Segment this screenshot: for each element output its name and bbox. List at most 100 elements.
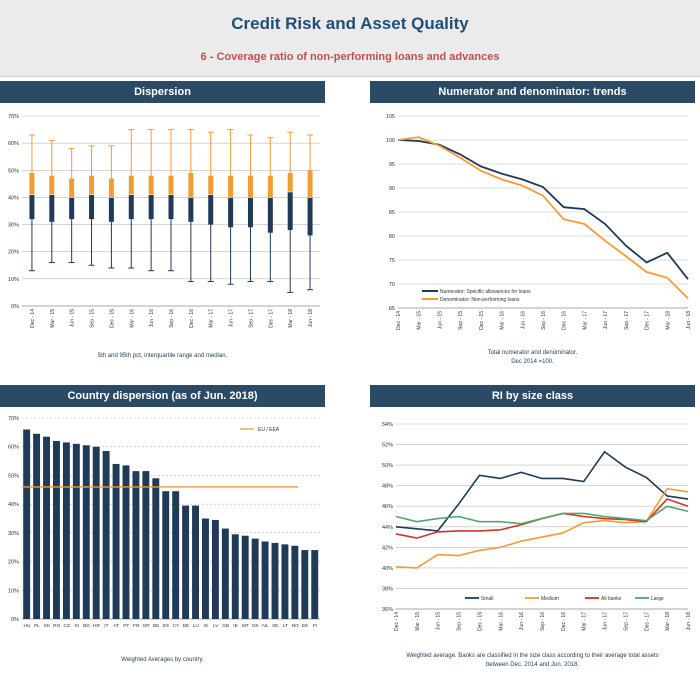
trends-series-line — [397, 139, 689, 280]
country-bar — [92, 446, 100, 619]
trends-xtick-label: Sep - 17 — [624, 311, 630, 330]
size-series-line — [395, 450, 689, 532]
country-xtick-label: IT — [104, 623, 108, 629]
dispersion-box-upper — [188, 173, 194, 198]
country-bar — [162, 491, 170, 619]
country-bar — [172, 491, 180, 619]
country-bar — [192, 505, 199, 619]
trends-series-line — [397, 136, 689, 300]
dispersion-box-lower — [89, 194, 95, 220]
size-xtick-label: Mar - 18 — [665, 612, 671, 631]
dispersion-box-lower — [307, 197, 313, 236]
size-ytick-label: 46% — [382, 504, 393, 510]
dispersion-xtick-label: Dec - 14 — [30, 309, 36, 328]
country-xtick-label: MT — [242, 623, 249, 629]
country-bar — [231, 534, 239, 619]
country-ytick-label: 0% — [11, 617, 19, 623]
country-xtick-label: PL — [34, 623, 40, 629]
dispersion-xtick-label: Sep - 15 — [90, 309, 96, 328]
dispersion-box-lower — [148, 194, 154, 220]
country-xtick-label: DK — [252, 623, 259, 629]
size-xtick-label: Mar - 15 — [415, 612, 421, 631]
trends-xtick-label: Mar - 16 — [500, 311, 506, 330]
country-xtick-label: DE — [183, 623, 190, 629]
size-ytick-label: 50% — [382, 463, 393, 469]
trends-xtick-label: Jun - 18 — [686, 311, 692, 329]
country-bar — [43, 436, 50, 619]
dispersion-box-lower — [208, 194, 214, 225]
size-series-line — [395, 487, 689, 569]
trends-title: Numerator and denominator: trends — [370, 81, 695, 103]
trends-ytick-label: 90 — [389, 186, 395, 192]
dispersion-chart: 0% 10% 20% 30% 40% 50% 60% 70% Dec - 14 Mar - 15 J… — [8, 114, 320, 328]
dispersion-box-upper — [208, 175, 214, 195]
size-ytick-label: 52% — [382, 443, 393, 449]
country-bar — [33, 433, 41, 619]
dispersion-box-upper — [69, 178, 75, 198]
country-xtick-label: SI — [74, 623, 79, 629]
country-xtick-label: HR — [93, 623, 100, 629]
dispersion-xtick-label: Dec - 17 — [268, 309, 274, 328]
country-bar — [281, 544, 289, 619]
trends-ytick-label: 95 — [389, 162, 395, 168]
size-xtick-label: Dec - 14 — [394, 612, 400, 631]
country-xtick-label: HU — [23, 623, 30, 629]
country-ytick-label: 30% — [8, 531, 19, 537]
trends-ytick-label: 70 — [389, 282, 395, 288]
country-xtick-label: PT — [123, 623, 129, 629]
trends-xtick-label: Jun - 17 — [603, 311, 609, 329]
country-bar — [82, 445, 90, 619]
country-caption: Weighted Averages by country. — [121, 657, 204, 663]
country-xtick-label: LU — [193, 623, 200, 629]
country-bar — [251, 538, 259, 619]
trends-caption: Total numerator and denominator. Dec 201… — [487, 350, 578, 365]
country-bar — [301, 550, 309, 619]
dispersion-box-lower — [188, 197, 194, 222]
trends-ytick-label: 75 — [389, 258, 395, 264]
dispersion-caption: 5th and 95th pct, interquartile range an… — [97, 353, 228, 359]
country-xtick-label: ES — [163, 623, 169, 629]
page-title: Credit Risk and Asset Quality — [231, 14, 469, 33]
trends-xtick-label: Dec - 17 — [645, 311, 651, 330]
dispersion-ytick-label: 60% — [8, 141, 19, 147]
trends-chart: 65 70 75 80 85 90 95 100 105 Numerator: Specific … — [386, 114, 692, 330]
dispersion-panel: Dispersion — [0, 81, 325, 371]
country-bar — [72, 443, 80, 619]
size-chart: 36% 38% 40% 42% 44% 46% 48% 50% 52% 54% Small Mediu… — [382, 422, 692, 631]
size-xtick-label: Sep - 16 — [540, 612, 546, 631]
trends-ytick-label: 80 — [389, 234, 395, 240]
dispersion-box-lower — [247, 197, 253, 228]
dispersion-title: Dispersion — [0, 81, 325, 103]
dispersion-box-lower — [128, 194, 134, 220]
size-ytick-label: 40% — [382, 566, 393, 572]
trends-xtick-label: Dec - 16 — [562, 311, 568, 330]
country-xtick-label: NL — [262, 623, 268, 629]
trends-xtick-label: Jun - 16 — [520, 311, 526, 329]
country-title: Country dispersion (as of Jun. 2018) — [0, 385, 325, 407]
page-subtitle: 6 - Coverage ratio of non-performing loa… — [200, 51, 500, 63]
dispersion-xtick-label: Jun - 18 — [308, 309, 314, 327]
dispersion-ytick-label: 10% — [8, 277, 19, 283]
size-xtick-label: Jun - 15 — [436, 612, 442, 630]
trends-xtick-label: Sep - 15 — [458, 311, 464, 330]
size-ytick-label: 44% — [382, 525, 393, 531]
dispersion-box-lower — [267, 197, 273, 233]
dispersion-box-upper — [128, 175, 134, 195]
country-bar — [311, 550, 319, 619]
size-ytick-label: 54% — [382, 422, 393, 428]
country-bar — [132, 471, 140, 619]
country-xtick-label: LV — [213, 623, 219, 629]
country-bar — [102, 451, 110, 619]
dispersion-xtick-label: Jun - 15 — [70, 309, 76, 327]
size-series-line — [395, 505, 689, 525]
page-header: Credit Risk and Asset Quality 6 - Covera… — [0, 0, 700, 77]
dispersion-ytick-label: 40% — [8, 195, 19, 201]
dispersion-xtick-label: Mar - 16 — [129, 309, 135, 328]
dispersion-xtick-label: Sep - 16 — [169, 309, 175, 328]
dispersion-xtick-label: Dec - 16 — [189, 309, 195, 328]
trends-xtick-label: Dec - 15 — [479, 311, 485, 330]
country-legend-label: EU / EEA — [258, 427, 280, 433]
trends-xtick-label: Mar - 18 — [665, 311, 671, 330]
country-bar — [271, 542, 279, 619]
dispersion-box-upper — [287, 173, 293, 192]
